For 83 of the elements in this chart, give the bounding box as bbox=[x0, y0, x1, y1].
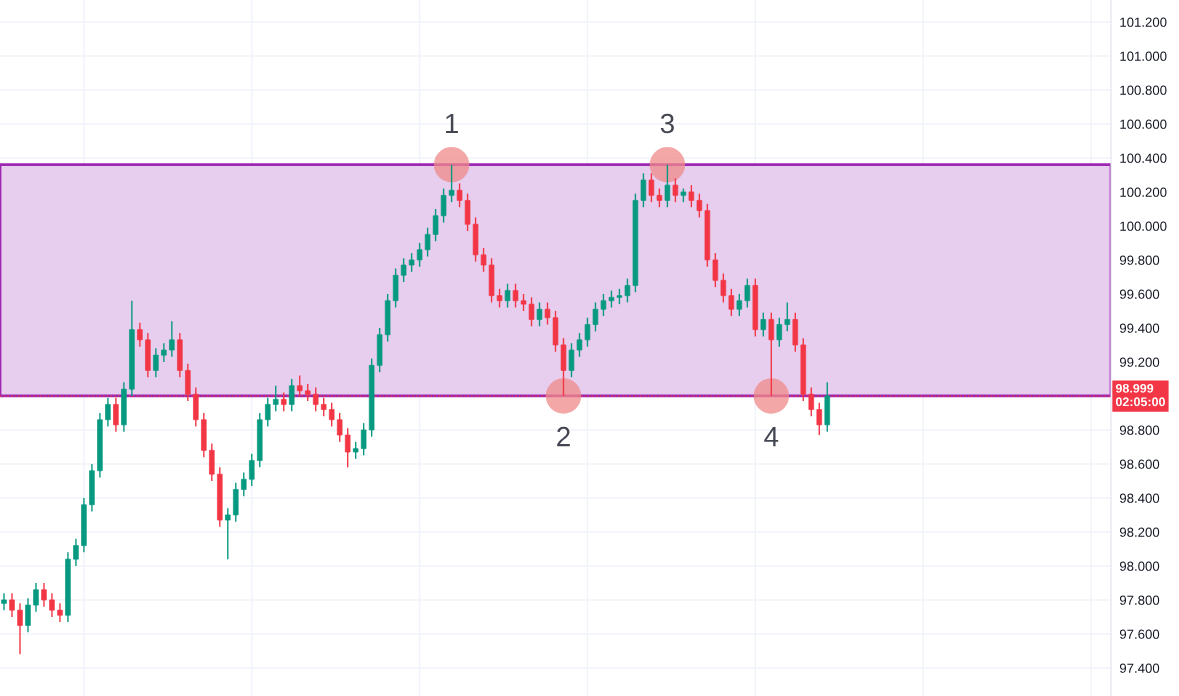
candlestick bbox=[504, 283, 511, 309]
candlestick bbox=[440, 187, 447, 224]
candlestick bbox=[41, 582, 47, 608]
y-tick-label: 99.800 bbox=[1119, 255, 1160, 265]
candlestick bbox=[768, 311, 775, 397]
y-tick-label: 97.800 bbox=[1119, 595, 1160, 605]
candlestick bbox=[696, 192, 703, 219]
y-tick-label: 98.600 bbox=[1119, 459, 1160, 469]
candlestick bbox=[424, 226, 431, 258]
candlestick bbox=[784, 301, 791, 333]
y-tick-label: 98.200 bbox=[1119, 527, 1160, 537]
candlestick bbox=[456, 182, 463, 208]
candlestick bbox=[17, 602, 23, 656]
candlestick bbox=[416, 242, 423, 268]
candlestick bbox=[648, 172, 655, 203]
candlestick bbox=[137, 322, 143, 348]
candlestick bbox=[360, 422, 367, 457]
y-tick-label: 98.000 bbox=[1119, 561, 1160, 571]
candlestick bbox=[249, 453, 255, 487]
annotation: 4 bbox=[764, 427, 779, 447]
candlestick bbox=[320, 396, 327, 418]
candlestick bbox=[744, 277, 751, 309]
candlestick bbox=[1, 592, 7, 611]
candlestick bbox=[336, 412, 343, 443]
candlestick bbox=[480, 247, 487, 273]
candlestick bbox=[57, 602, 63, 623]
candlestick bbox=[344, 427, 351, 469]
candlestick bbox=[448, 164, 455, 203]
candlestick bbox=[656, 187, 663, 208]
y-tick-label: 100.600 bbox=[1120, 119, 1167, 129]
annotation: 3 bbox=[660, 113, 674, 134]
candlestick bbox=[49, 592, 55, 618]
candlestick bbox=[288, 378, 295, 412]
y-tick-label: 100.000 bbox=[1120, 221, 1167, 231]
candlestick bbox=[273, 385, 279, 412]
y-tick-label: 100.400 bbox=[1120, 153, 1167, 163]
candlestick bbox=[464, 192, 471, 232]
candlestick bbox=[736, 293, 743, 317]
candlestick bbox=[25, 597, 31, 633]
candlestick bbox=[161, 342, 167, 363]
y-tick-label: 101.000 bbox=[1120, 51, 1167, 61]
y-tick-label: 97.400 bbox=[1119, 663, 1160, 673]
candlestick bbox=[113, 396, 119, 433]
candlestick bbox=[105, 396, 111, 428]
candlestick bbox=[664, 164, 671, 208]
candlestick bbox=[241, 471, 247, 497]
candlestick bbox=[536, 301, 543, 327]
annotation: 1 bbox=[445, 113, 458, 134]
ref-line-label: 98.999 02:05:00 bbox=[1115, 383, 1165, 407]
candlestick bbox=[432, 208, 439, 242]
candlestick bbox=[400, 257, 407, 283]
candlestick bbox=[153, 347, 159, 378]
y-tick-label: 98.800 bbox=[1119, 425, 1160, 435]
candlestick bbox=[9, 592, 15, 618]
candlestick bbox=[209, 442, 215, 482]
candlestick bbox=[169, 320, 175, 358]
candlestick bbox=[728, 288, 735, 317]
annotation: 2 bbox=[557, 426, 570, 447]
candlestick bbox=[688, 184, 695, 208]
y-tick-label: 100.800 bbox=[1120, 85, 1167, 95]
y-tick-label: 97.600 bbox=[1119, 629, 1160, 639]
candlestick bbox=[640, 172, 647, 208]
y-tick-label: 99.400 bbox=[1119, 323, 1160, 333]
candlestick bbox=[712, 252, 719, 288]
candlestick bbox=[672, 177, 679, 203]
y-tick-label: 100.200 bbox=[1120, 187, 1167, 197]
candlestick bbox=[776, 317, 783, 348]
candlestick bbox=[73, 538, 79, 567]
candlestick bbox=[225, 507, 231, 560]
candlestick bbox=[33, 582, 39, 613]
y-tick-label: 99.200 bbox=[1119, 357, 1160, 367]
y-tick-label: 98.400 bbox=[1119, 493, 1160, 503]
candlestick bbox=[265, 396, 271, 428]
candlestick bbox=[760, 311, 767, 338]
candlestick bbox=[624, 277, 631, 304]
candlestick bbox=[720, 272, 727, 304]
candlestick bbox=[328, 402, 335, 428]
candlestick bbox=[496, 288, 503, 309]
candlestick bbox=[185, 362, 191, 402]
candlestick bbox=[816, 402, 823, 436]
y-tick-label: 99.600 bbox=[1119, 289, 1160, 299]
y-tick-label: 101.200 bbox=[1120, 17, 1167, 27]
candlestick bbox=[408, 252, 415, 273]
